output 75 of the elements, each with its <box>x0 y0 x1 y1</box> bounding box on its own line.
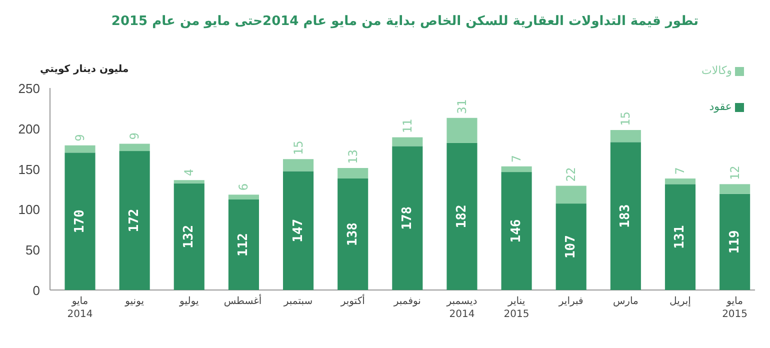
bar <box>446 142 478 290</box>
x-tick-label: يوليو <box>178 295 200 308</box>
x-tick-label: مايو 2015 <box>721 295 749 321</box>
data-label: 138 <box>345 222 360 246</box>
bar <box>610 130 641 142</box>
bar <box>556 204 586 290</box>
bar <box>501 172 532 290</box>
data-label: 172 <box>127 208 142 232</box>
x-tick-label: سبتمبر <box>282 295 314 308</box>
y-tick-label: 200 <box>18 121 40 136</box>
data-label: 9 <box>128 132 142 140</box>
x-tick-label: أغسطس <box>224 295 262 308</box>
data-label: 183 <box>618 204 634 228</box>
x-tick-label: فبراير <box>558 295 584 308</box>
x-tick-label: أكتوبر <box>340 295 366 308</box>
data-label: 15 <box>618 112 633 126</box>
data-label: 11 <box>400 118 414 134</box>
y-tick-label: 100 <box>18 202 40 218</box>
bar <box>119 144 150 152</box>
bar <box>720 184 750 194</box>
bar <box>64 152 96 290</box>
y-axis-title: مليون دينار كويتي <box>40 64 129 75</box>
legend-label: عقود <box>709 100 732 113</box>
data-label: 146 <box>509 219 524 243</box>
x-tick-label: إبريل <box>668 295 692 308</box>
bar <box>664 184 696 290</box>
data-label: 119 <box>727 230 742 254</box>
data-label: 15 <box>291 140 306 156</box>
data-label: 112 <box>236 233 252 256</box>
data-label: 107 <box>564 235 579 259</box>
data-label: 132 <box>182 224 197 248</box>
data-label: 13 <box>346 150 360 164</box>
x-tick-label: ديسمبر 2014 <box>445 295 478 321</box>
x-tick-label: يونيو <box>124 295 146 308</box>
legend-label: وكالات <box>701 64 732 77</box>
data-label: 7 <box>673 167 688 174</box>
bar <box>64 145 96 153</box>
bar <box>610 142 641 290</box>
data-label: 6 <box>236 183 251 191</box>
bar <box>392 137 423 146</box>
bar <box>720 194 750 290</box>
y-tick-label: 0 <box>32 283 40 298</box>
bar <box>283 171 314 290</box>
y-tick-label: 50 <box>26 242 40 258</box>
bar <box>228 194 259 200</box>
bar <box>283 159 314 172</box>
bar <box>338 178 368 290</box>
data-label: 147 <box>290 218 306 242</box>
y-tick-label: 250 <box>18 81 40 96</box>
x-tick-label: مايو 2014 <box>66 295 94 321</box>
data-label: 31 <box>454 99 469 114</box>
data-label: 182 <box>454 204 470 228</box>
data-label: 7 <box>510 155 524 162</box>
bar <box>446 118 478 143</box>
chart-title: تطور قيمة التداولات العقارية للسكن الخاص بداية من مايو عام 2014حتى مايو من عام 2015 <box>110 14 700 29</box>
bar <box>174 180 204 184</box>
bar <box>664 178 696 184</box>
y-tick-label: 150 <box>18 162 40 177</box>
data-label: 4 <box>182 168 196 176</box>
bar <box>338 168 368 178</box>
data-label: 12 <box>728 166 742 180</box>
data-label: 9 <box>73 134 88 142</box>
bar <box>228 200 259 290</box>
data-label: 178 <box>400 206 415 230</box>
data-label: 170 <box>72 209 88 234</box>
bar <box>392 146 423 290</box>
data-label: 131 <box>672 225 688 249</box>
data-label: 22 <box>564 167 578 182</box>
bar <box>501 166 532 172</box>
x-tick-label: مارس <box>612 295 640 308</box>
x-tick-label: يناير 2015 <box>502 295 530 321</box>
bar <box>174 183 204 290</box>
x-tick-label: نوفمبر <box>392 295 422 308</box>
bar <box>556 186 586 204</box>
bar <box>119 151 150 290</box>
